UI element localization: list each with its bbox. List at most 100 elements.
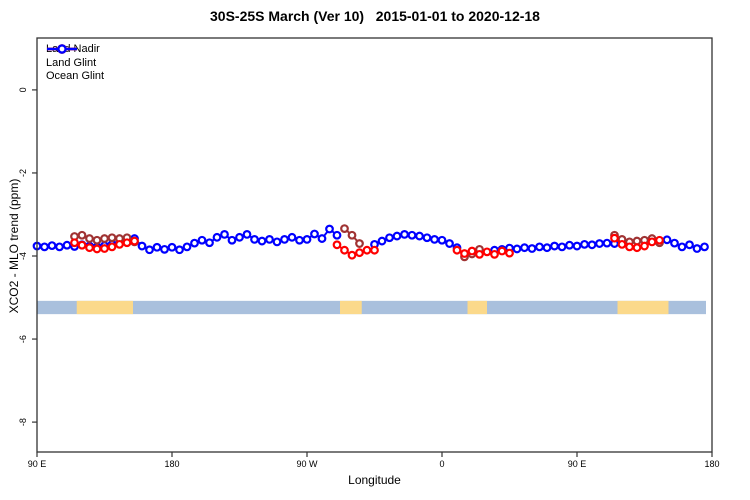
- x-tick-label: 180: [164, 459, 179, 469]
- data-point: [640, 241, 649, 251]
- x-tick-label: 90 W: [296, 459, 318, 469]
- data-point: [415, 231, 424, 241]
- data-point: [700, 242, 709, 252]
- data-point: [325, 224, 334, 234]
- data-point: [137, 241, 147, 251]
- data-point: [602, 238, 612, 248]
- data-point: [302, 234, 312, 244]
- surface-bar-ocean: [37, 300, 706, 315]
- surface-bar-land: [76, 300, 133, 315]
- chart-title: 30S-25S March (Ver 10) 2015-01-01 to 202…: [210, 8, 540, 24]
- y-axis-title: XCO2 - MLO trend (ppm): [7, 178, 21, 314]
- data-point: [310, 229, 319, 239]
- y-tick-label: -4: [18, 252, 28, 260]
- data-point: [445, 239, 454, 248]
- data-point: [655, 235, 664, 245]
- data-point: [610, 233, 619, 243]
- data-point: [632, 243, 642, 253]
- plot-box: [36, 37, 713, 453]
- data-point: [677, 242, 687, 252]
- data-point: [422, 233, 432, 243]
- data-point: [355, 248, 364, 258]
- data-point: [572, 241, 582, 251]
- data-point: [617, 239, 627, 249]
- x-tick-label: 0: [439, 459, 444, 469]
- data-point: [407, 230, 417, 240]
- data-point: [145, 245, 154, 255]
- data-point: [385, 233, 394, 243]
- data-point: [197, 235, 207, 245]
- data-point: [317, 234, 327, 243]
- data-point: [242, 230, 252, 239]
- data-point: [490, 249, 499, 259]
- data-point: [557, 242, 567, 252]
- data-point: [670, 238, 679, 248]
- data-point: [340, 245, 349, 255]
- data-point: [287, 232, 297, 242]
- data-point: [272, 237, 282, 247]
- legend: Land Nadir Land Glint Ocean Glint: [46, 43, 104, 84]
- x-tick-label: 90 E: [568, 459, 587, 469]
- data-point: [332, 230, 342, 240]
- ocean-glint-marker-icon: [47, 44, 77, 54]
- data-point: [535, 242, 544, 252]
- data-point: [175, 245, 184, 255]
- data-point: [400, 230, 409, 239]
- data-point: [662, 235, 672, 245]
- data-point: [115, 239, 124, 249]
- data-point: [565, 240, 574, 250]
- data-point: [467, 246, 477, 256]
- x-tick-label: 180: [704, 459, 719, 469]
- data-point: [70, 238, 79, 248]
- data-point: [257, 236, 267, 246]
- data-point: [100, 244, 109, 253]
- legend-label: Land Glint: [46, 56, 97, 69]
- data-point: [430, 234, 439, 244]
- data-point: [167, 242, 177, 252]
- data-point: [362, 245, 372, 255]
- data-point: [62, 240, 72, 250]
- data-point: [332, 240, 342, 250]
- legend-label: Ocean Glint: [46, 70, 105, 83]
- surface-bar-land: [617, 300, 669, 315]
- data-point: [647, 237, 657, 247]
- data-point: [692, 244, 702, 253]
- y-tick-label: -8: [18, 418, 28, 426]
- data-point: [107, 242, 117, 252]
- x-axis-title: Longitude: [348, 473, 401, 487]
- data-point: [460, 249, 469, 258]
- data-point: [182, 242, 192, 252]
- data-point: [265, 234, 274, 244]
- x-tick-label: 90 E: [28, 459, 47, 469]
- surface-bar-land: [467, 300, 487, 315]
- data-point: [92, 235, 102, 245]
- y-tick-label: 0: [18, 87, 28, 92]
- data-point: [625, 242, 634, 252]
- data-point: [392, 231, 402, 241]
- data-point: [527, 244, 537, 253]
- data-point: [520, 243, 529, 253]
- data-point: [220, 230, 229, 239]
- data-point: [227, 235, 237, 245]
- data-point: [505, 248, 514, 258]
- data-point: [437, 235, 447, 245]
- data-point: [452, 245, 462, 255]
- data-point: [340, 224, 349, 233]
- data-point: [55, 242, 64, 252]
- data-point: [295, 235, 304, 245]
- data-point: [512, 244, 522, 254]
- data-point: [77, 230, 87, 240]
- data-point: [152, 242, 162, 252]
- data-point: [107, 233, 117, 243]
- series-land-glint: [70, 233, 664, 260]
- legend-item-ocean-glint: Ocean Glint: [46, 44, 105, 84]
- data-point: [475, 249, 484, 259]
- data-point: [542, 243, 552, 253]
- data-point: [190, 238, 199, 248]
- data-point: [235, 232, 244, 242]
- data-point: [280, 234, 289, 244]
- data-point: [40, 242, 49, 252]
- data-point: [482, 247, 492, 257]
